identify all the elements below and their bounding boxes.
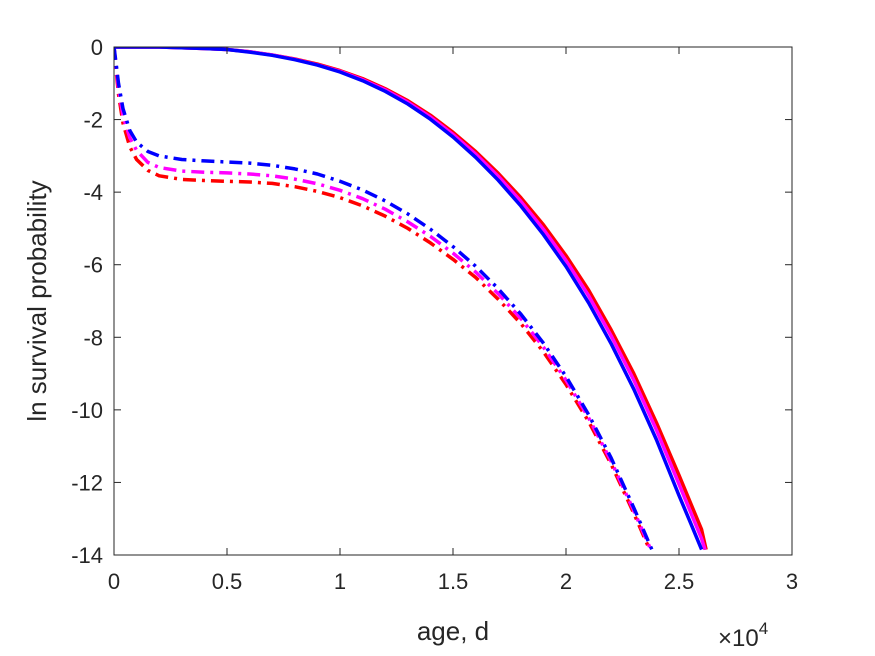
multiplier-exponent: 4 bbox=[759, 619, 768, 638]
multiplier-base: 10 bbox=[732, 625, 759, 652]
ticks-layer: 0 0.5 1 1.5 2 2.5 3 0 -2 -4 -6 -8 -10 -12 -14 bbox=[71, 35, 798, 594]
plot-area bbox=[114, 47, 792, 555]
x-tick-label-4: 2 bbox=[560, 569, 572, 594]
x-tick-label-2: 1 bbox=[334, 569, 346, 594]
y-tick-label-6: -12 bbox=[71, 470, 103, 495]
multiplier-times: × bbox=[718, 625, 732, 652]
y-tick-label-7: -14 bbox=[71, 543, 103, 568]
y-axis-title: ln survival probability bbox=[22, 180, 52, 421]
y-tick-label-1: -2 bbox=[83, 108, 103, 133]
x-axis-title: age, d bbox=[417, 616, 489, 646]
series-line-6 bbox=[114, 47, 654, 551]
series-line-3 bbox=[114, 47, 704, 551]
x-tick-label-6: 3 bbox=[786, 569, 798, 594]
series-line-5 bbox=[114, 47, 653, 551]
x-tick-label-0: 0 bbox=[108, 569, 120, 594]
x-tick-label-1: 0.5 bbox=[212, 569, 243, 594]
y-tick-label-4: -8 bbox=[83, 325, 103, 350]
y-tick-label-2: -4 bbox=[83, 180, 103, 205]
series-line-4 bbox=[114, 47, 652, 551]
x-tick-label-5: 2.5 bbox=[664, 569, 695, 594]
y-tick-label-0: 0 bbox=[91, 35, 103, 60]
y-tick-label-5: -10 bbox=[71, 398, 103, 423]
y-tick-label-3: -6 bbox=[83, 253, 103, 278]
series-layer bbox=[114, 47, 708, 551]
x-axis-multiplier: ×104 bbox=[718, 619, 768, 652]
x-tick-label-3: 1.5 bbox=[438, 569, 469, 594]
